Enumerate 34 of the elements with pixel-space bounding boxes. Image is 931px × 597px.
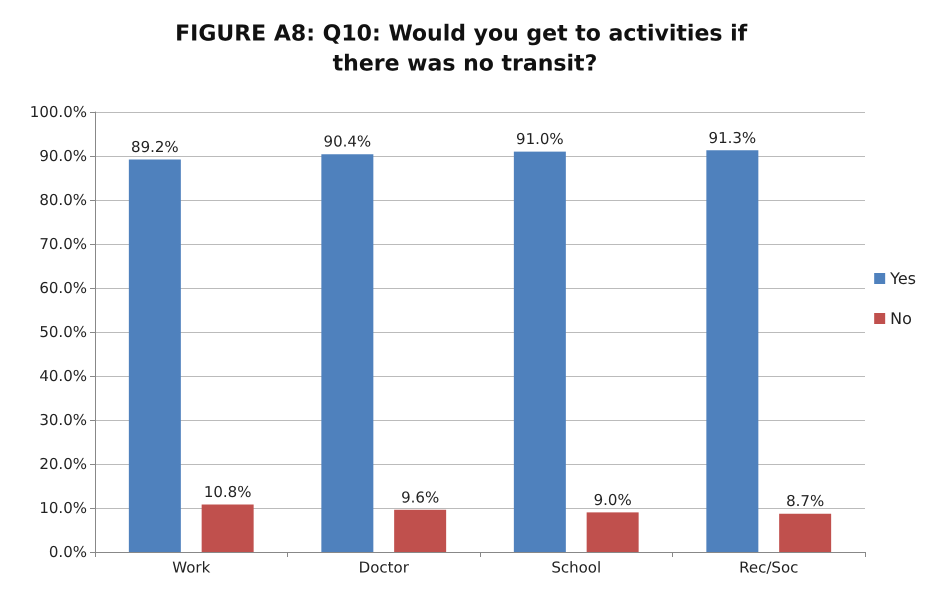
x-tick-label: School xyxy=(551,558,602,576)
data-label: 90.4% xyxy=(324,132,372,151)
y-tick-label: 70.0% xyxy=(39,235,87,253)
bar xyxy=(706,150,758,552)
y-tick-label: 30.0% xyxy=(39,411,87,429)
y-tick-label: 40.0% xyxy=(39,367,87,385)
legend-label: Yes xyxy=(889,269,916,288)
data-label: 10.8% xyxy=(204,482,252,501)
bar xyxy=(321,154,374,552)
y-tick-label: 100.0% xyxy=(30,103,87,121)
y-tick-label: 10.0% xyxy=(39,499,87,517)
data-label: 9.6% xyxy=(401,488,440,506)
y-tick-label: 0.0% xyxy=(48,543,87,561)
x-tick-label: Doctor xyxy=(358,558,410,576)
x-tick-label: Rec/Soc xyxy=(739,558,798,576)
bar xyxy=(128,160,181,552)
data-label: 9.0% xyxy=(594,490,632,509)
legend-label: No xyxy=(890,309,912,328)
bar xyxy=(586,512,639,552)
data-label: 8.7% xyxy=(786,492,824,510)
bar xyxy=(394,510,446,552)
bar xyxy=(202,504,254,552)
y-tick-label: 20.0% xyxy=(39,455,87,473)
data-label: 91.0% xyxy=(516,130,564,148)
chart-title: FIGURE A8: Q10: Would you get to activities if there was no transit? xyxy=(175,22,755,76)
y-tick-label: 50.0% xyxy=(39,323,87,341)
y-tick-label: 90.0% xyxy=(39,147,87,165)
y-tick-label: 60.0% xyxy=(39,279,87,297)
y-tick-label: 80.0% xyxy=(39,191,87,209)
bar xyxy=(779,514,832,552)
data-label: 91.3% xyxy=(708,128,756,147)
bar xyxy=(514,152,566,552)
x-tick-label: Work xyxy=(172,558,211,576)
data-label: 89.2% xyxy=(131,138,179,156)
